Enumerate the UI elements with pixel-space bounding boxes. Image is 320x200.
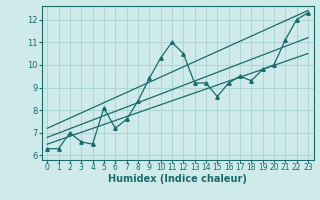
X-axis label: Humidex (Indice chaleur): Humidex (Indice chaleur) [108, 174, 247, 184]
